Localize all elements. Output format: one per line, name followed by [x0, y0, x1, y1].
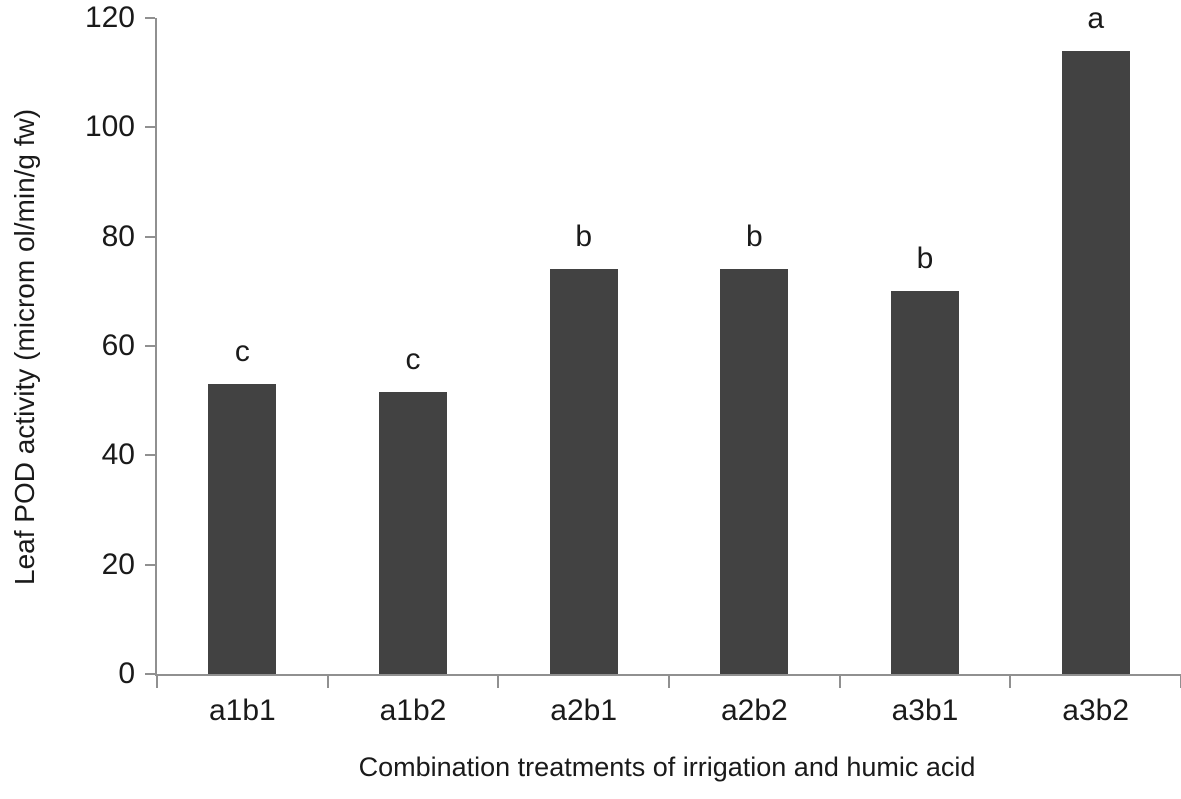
x-axis-tick-label-a1b1: a1b1	[208, 694, 276, 727]
y-axis-tick	[145, 345, 155, 347]
x-axis-tick	[838, 676, 841, 688]
y-axis-tick-label: 40	[101, 438, 135, 472]
x-axis-tick-label-a2b1: a2b1	[550, 694, 618, 727]
plot-area: 0 20 40 60 80 100 120 c c b b b a a1b1 a1b2 a2b1 a2b2 a…	[85, 1, 1181, 727]
significance-letter-a3b1: b	[916, 242, 934, 276]
significance-letter-a1b1: c	[234, 335, 250, 369]
x-axis-tick	[668, 676, 670, 688]
x-axis-tick	[497, 676, 500, 688]
significance-letter-a2b2: b	[745, 220, 763, 254]
bar-a1b2	[378, 392, 447, 674]
x-axis-tick-label-a3b2: a3b2	[1062, 694, 1130, 727]
significance-letter-a2b1: b	[575, 220, 592, 254]
x-axis-tick-label-a1b2: a1b2	[379, 694, 447, 727]
x-axis-title: Combination treatments of irrigation and…	[358, 752, 976, 782]
x-axis-tick-label-a2b2: a2b2	[720, 694, 788, 727]
y-axis-tick	[145, 454, 155, 457]
y-axis-tick	[145, 126, 155, 129]
bar-a1b1	[208, 384, 277, 674]
x-axis-tick	[1009, 676, 1012, 688]
y-axis-tick	[145, 17, 155, 19]
y-axis-tick	[145, 673, 155, 675]
bar-slot-a3b2: a	[1010, 3, 1181, 674]
y-axis-tick	[145, 235, 155, 238]
y-axis-tick-label: 20	[101, 547, 135, 581]
y-axis-tick-label: 60	[101, 329, 135, 362]
x-axis-tick	[156, 676, 158, 688]
bar-a2b2	[720, 269, 789, 674]
bar-slot-a2b1: b	[498, 18, 669, 674]
bar-slot-a2b2: b	[669, 18, 840, 674]
x-axis-tick	[326, 676, 329, 688]
bar-a3b2	[1061, 50, 1130, 674]
y-axis-tick-label: 100	[84, 110, 135, 144]
y-axis-tick-label: 120	[84, 1, 135, 34]
significance-letter-a3b2: a	[1087, 1, 1104, 35]
bar-slot-a1b2: c	[328, 18, 499, 674]
y-axis-tick-label: 80	[101, 219, 135, 253]
y-axis-tick	[145, 563, 155, 566]
x-axis-tick-label-a3b1: a3b1	[891, 694, 959, 727]
bar-a3b1	[890, 291, 959, 674]
bar-a2b1	[549, 269, 618, 674]
bar-slot-a1b1: c	[157, 18, 328, 674]
y-axis-tick-label: 0	[118, 657, 135, 690]
bar-slot-a3b1: b	[840, 18, 1011, 674]
significance-letter-a1b2: c	[405, 343, 421, 377]
